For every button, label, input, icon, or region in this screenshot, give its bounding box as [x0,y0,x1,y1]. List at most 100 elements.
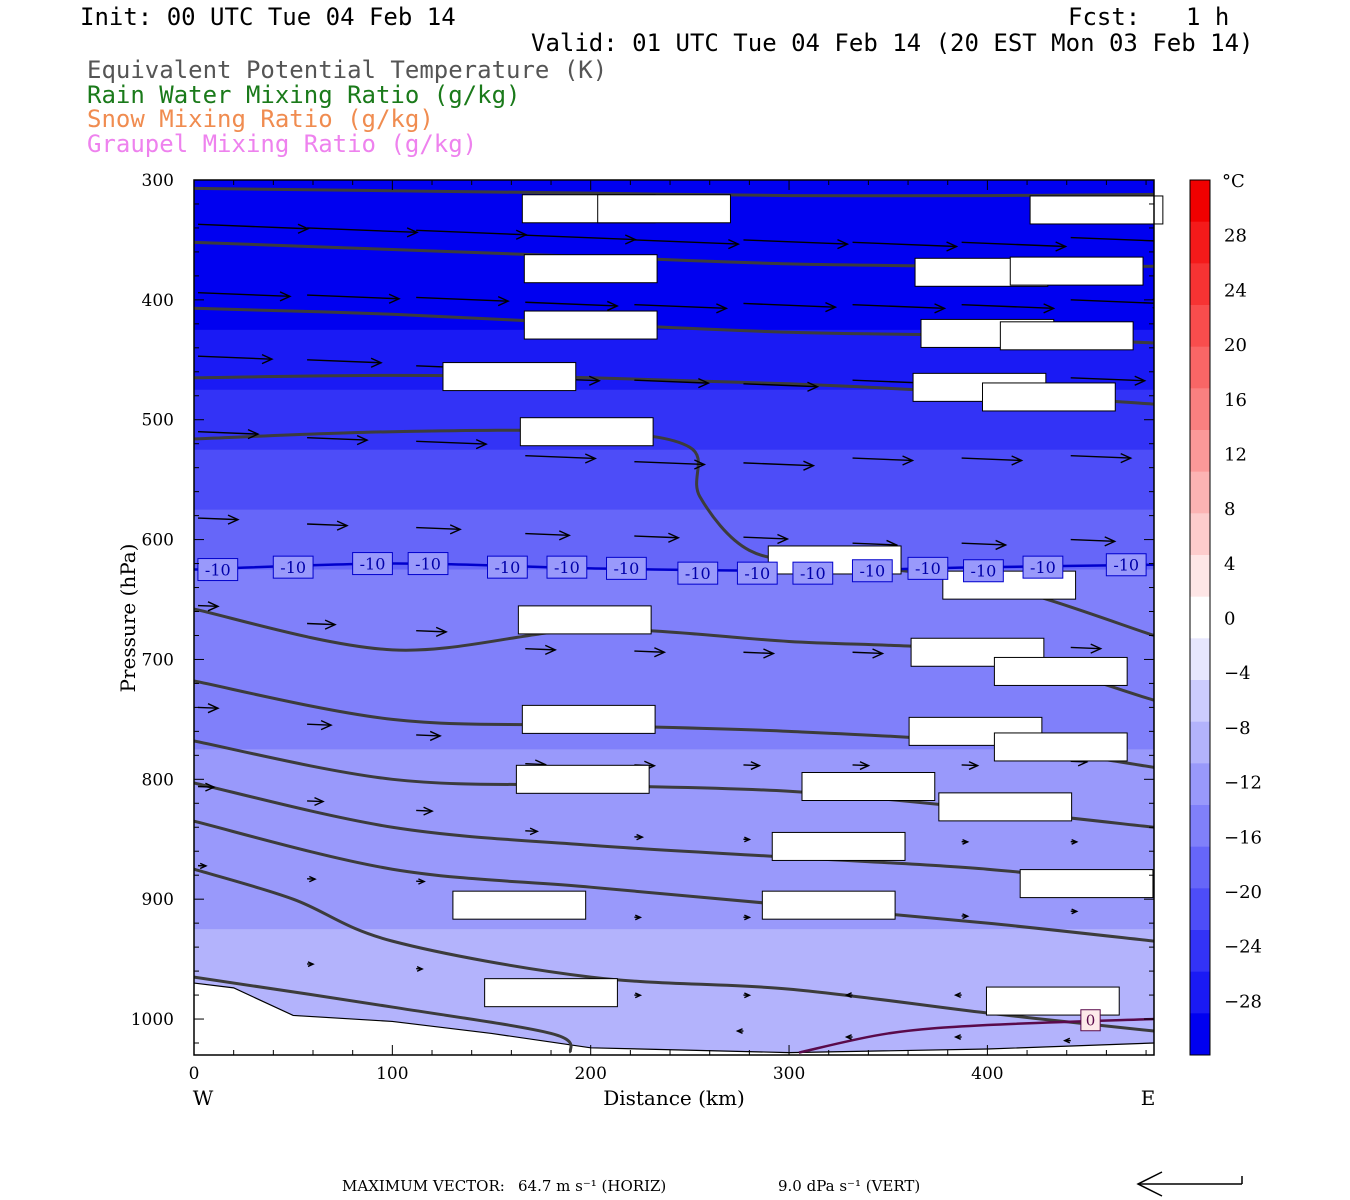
theta-e-label [442,362,577,392]
colorbar-tick-label: 0 [1224,609,1235,630]
wind-vector-arrow [634,647,667,658]
x-tick-label: 300 [773,1064,805,1084]
wind-vector-head [777,533,790,545]
colorbar-segment [1190,346,1210,389]
x-tick-label: 400 [971,1064,1003,1084]
colorbar-segment [1190,430,1210,473]
wind-vector-head [995,539,1008,551]
wind-vector-head [406,227,419,238]
isotherm-minus10-label-box [272,555,314,579]
isotherm-minus10-label-box [963,559,1004,583]
x-left-end-label: W [193,1086,214,1110]
wind-vector-head [825,302,838,313]
wind-vector-arrow [307,520,349,531]
y-tick-label: 500 [142,411,174,431]
wind-vector-arrow [1070,536,1117,547]
colorbar-segment [1190,180,1210,223]
wind-vector-head [558,530,571,541]
wind-vector-head [728,238,741,250]
wind-vector-head [423,806,434,816]
wind-vector-head [435,626,448,638]
theta-e-label [1009,256,1144,286]
colorbar-segment [1190,763,1210,806]
colorbar-segment [1190,388,1210,431]
colorbar-tick-label: −16 [1224,827,1262,848]
wind-vector-head [606,300,619,312]
wind-vector-head [1090,643,1103,654]
wind-vector-shaft [634,460,705,466]
y-tick-label: 300 [142,171,174,191]
wind-vector-arrow [743,381,820,392]
x-right-end-label: E [1141,1086,1156,1110]
theta-e-label [597,194,731,224]
isotherm-zero-label-text: 0 [1086,1012,1096,1030]
wind-vector-arrow [634,459,707,470]
wind-vector-arrow [852,455,915,466]
wind-vector-head [634,992,643,999]
wind-vector-arrow [197,862,208,870]
max-vector-label: MAXIMUM VECTOR: [342,1177,505,1195]
isotherm-minus10-label-text: -10 [744,564,770,583]
wind-vector-head [309,875,317,883]
theta-e-label-box [993,656,1128,686]
wind-vector-shaft [634,239,739,245]
wind-vector-shaft [307,359,382,364]
isotherm-minus10-label: -10 [352,552,393,576]
wind-vector-arrow [416,626,448,638]
valid-time: Valid: 01 UTC Tue 04 Feb 14 (20 EST Mon … [531,29,1254,57]
isotherm-zero-label-box [1080,1009,1101,1032]
isotherm-minus10-label: -10 [907,556,949,580]
isotherm-minus10-label-text: -10 [280,558,306,577]
isotherm-minus10-label-box [792,561,834,585]
isotherm-minus10-label: -10 [606,556,647,580]
colorbar-tick-label: 12 [1224,444,1247,465]
wind-vector-head [872,648,885,659]
wind-vector-shaft [1070,538,1115,543]
theta-e-label-box [519,417,654,447]
wind-vector-arrow [197,514,240,525]
wind-vector-arrow [1070,452,1133,464]
field-label-graupel: Graupel Mixing Ratio (g/kg) [87,130,478,158]
wind-vector-shaft [416,229,527,236]
theta-e-288-line [194,819,1154,943]
wind-vector-head [429,730,442,742]
wind-vector-arrow [1063,1037,1071,1044]
wind-vector-shaft [525,301,618,307]
wind-vector-shaft [416,440,487,445]
isotherm-minus10-label-box [851,559,893,583]
colorbar-segment [1190,555,1210,598]
theta-e-label-box [1009,256,1144,286]
theta-e-292-line [194,781,1154,889]
wind-vector-shaft [743,383,818,388]
wind-vector-arrow [307,875,317,883]
wind-vector-arrow [844,992,853,999]
isotherm-zero-label: 0 [1080,1009,1101,1032]
wind-vector-head [247,428,260,440]
isotherm-minus10-label-text: -10 [915,559,941,578]
wind-vector-arrow [307,434,369,446]
theta-e-label-box [1029,195,1164,225]
theta-e-label [521,704,656,734]
theta-e-label [519,417,654,447]
theta-e-label-box [521,704,656,734]
theta-e-label-box [523,254,658,284]
wind-vector-arrow [197,601,220,612]
x-tick-label: 0 [189,1064,200,1084]
theta-e-label [517,605,652,635]
wind-vector-head [588,375,601,386]
wind-vector-shaft [307,800,324,803]
temperature-band [194,869,1154,930]
wind-vector-head [844,1034,852,1040]
wind-vector-shaft [197,706,219,709]
wind-vector-shaft [852,303,945,310]
wind-vector-shaft [634,303,727,310]
colorbar-segment [1190,263,1210,306]
colorbar-tick-label: −8 [1224,718,1251,739]
wind-vector-shaft [743,302,836,308]
wind-vector-arrow [416,878,426,885]
wind-vector-shaft [961,542,1006,546]
plot-frame [193,179,1155,1056]
wind-vector-shaft [852,651,883,655]
theta-e-label-box [801,772,936,802]
wind-vector-arrow [852,241,959,252]
